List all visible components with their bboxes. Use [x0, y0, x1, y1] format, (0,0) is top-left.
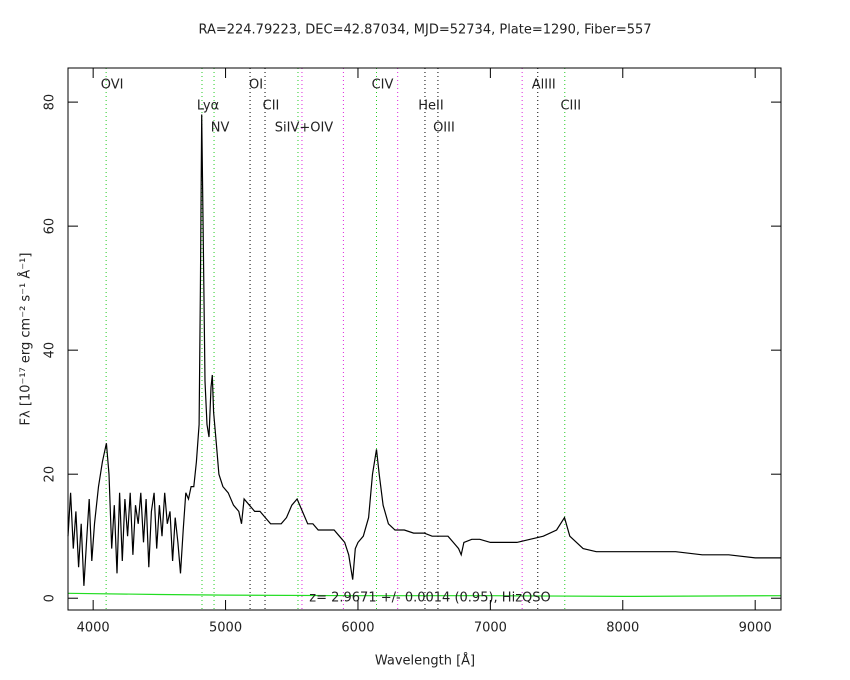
y-tick-label: 0: [43, 594, 58, 602]
x-tick-label: 9000: [739, 621, 772, 636]
spectrum-line: [67, 592, 782, 598]
line-label: CIII: [560, 99, 581, 114]
spectrum-line: [67, 114, 781, 586]
line-label: OVI: [101, 78, 124, 93]
line-label: NV: [211, 121, 230, 136]
x-tick-label: 7000: [474, 621, 507, 636]
line-label: HeII: [418, 99, 443, 114]
x-tick-label: 6000: [341, 621, 374, 636]
y-tick-label: 60: [43, 218, 58, 235]
x-tick-label: 5000: [209, 621, 242, 636]
line-label: CIV: [372, 78, 394, 93]
line-label: OI: [249, 78, 263, 93]
x-tick-label: 8000: [606, 621, 639, 636]
line-label: Lyα: [197, 99, 219, 114]
x-axis-label: Wavelength [Å]: [375, 653, 475, 669]
y-tick-label: 40: [43, 342, 58, 359]
line-label: AlIII: [532, 78, 556, 93]
line-label: CII: [263, 99, 280, 114]
y-tick-label: 80: [43, 94, 58, 111]
y-tick-label: 20: [43, 466, 58, 483]
y-axis-label: Fλ [10⁻¹⁷ erg cm⁻² s⁻¹ Å⁻¹]: [18, 253, 34, 426]
line-label: SiIV+OIV: [275, 121, 334, 136]
annotation: z= 2.9671 +/- 0.0014 (0.95), HizQSO: [309, 591, 550, 606]
chart-title: RA=224.79223, DEC=42.87034, MJD=52734, P…: [198, 23, 651, 38]
line-label: OIII: [433, 121, 455, 136]
plot-frame: [67, 67, 782, 611]
x-tick-label: 4000: [77, 621, 110, 636]
